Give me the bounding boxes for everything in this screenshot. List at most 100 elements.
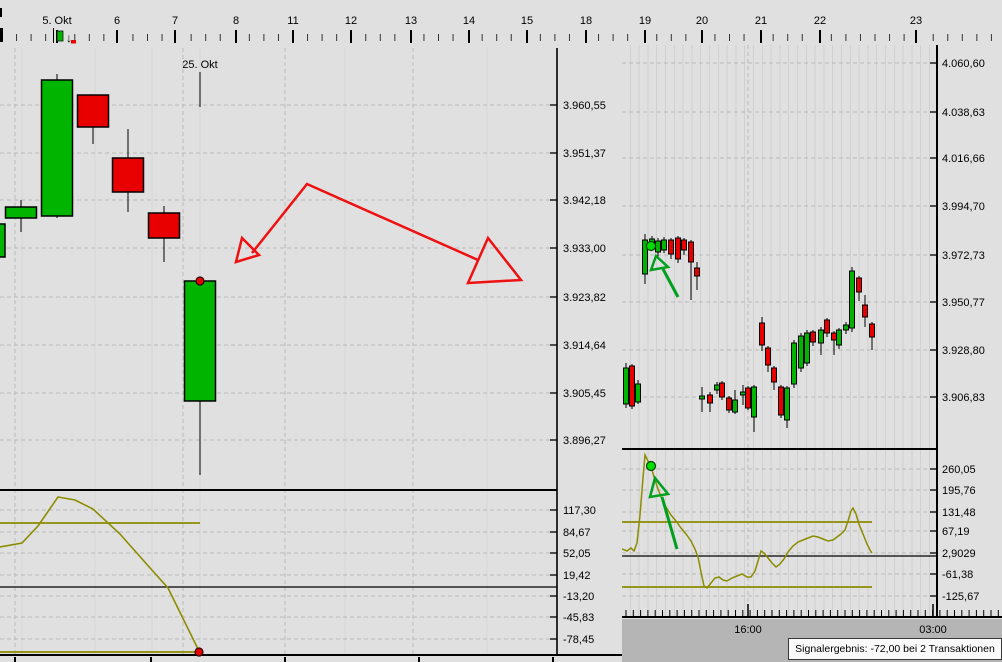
- top-axis-label: 7: [172, 15, 178, 27]
- arrowhead-annotation[interactable]: [234, 235, 262, 264]
- price-axis-label: 3.942,18: [563, 195, 606, 207]
- candle-down: [831, 332, 837, 341]
- candle-down: [856, 277, 862, 293]
- top-axis-label: 23: [910, 15, 922, 27]
- candle-down: [810, 331, 816, 343]
- price-axis-label: 3.933,00: [563, 243, 606, 255]
- equity-indicator-line: [622, 452, 873, 590]
- candle-up: [843, 324, 849, 331]
- price-axis-label: -125,67: [942, 591, 979, 603]
- candle-down: [759, 322, 765, 346]
- candle-up: [798, 335, 804, 369]
- price-axis-label: 131,48: [942, 507, 976, 519]
- time-label-1600: 16:00: [734, 624, 762, 636]
- triangle-annotation[interactable]: [466, 235, 524, 285]
- top-axis-label: 18: [580, 15, 592, 27]
- price-axis-label: 3.906,83: [942, 392, 985, 404]
- candle-up: [791, 342, 797, 385]
- top-axis-label: 22: [814, 15, 826, 27]
- candle-down: [707, 394, 713, 404]
- candle-down: [76, 94, 110, 128]
- candle-down: [719, 382, 725, 398]
- price-axis-label: 260,05: [942, 464, 976, 476]
- candle-down: [675, 237, 681, 260]
- candle-down: [765, 347, 771, 366]
- candle-down: [824, 319, 830, 334]
- price-axis-label: 2,9029: [942, 548, 976, 560]
- candle-up: [836, 329, 842, 346]
- candle-down: [862, 304, 868, 318]
- price-axis-label: -61,38: [942, 569, 973, 581]
- time-label-0300: 03:00: [919, 624, 947, 636]
- sell-signal-marker[interactable]: [194, 647, 204, 657]
- price-axis-label: 3.972,73: [942, 250, 985, 262]
- candle-down: [694, 267, 700, 277]
- candle-up: [655, 240, 661, 253]
- buy-arrow-annotation[interactable]: [661, 268, 680, 298]
- candle-up: [740, 391, 746, 396]
- down-arrow-icon: ↓: [66, 31, 72, 45]
- buy-signal-marker[interactable]: [645, 240, 657, 252]
- price-axis-label: 3.923,82: [563, 292, 606, 304]
- candle-down: [778, 386, 784, 416]
- intraday-chart-window[interactable]: 4.060,60 4.038,63 4.016,66 3.994,70 3.972,73…: [622, 45, 1002, 662]
- top-axis-label: 5. Okt: [42, 15, 71, 27]
- candle-up: [4, 206, 38, 219]
- intraday-chart-canvas[interactable]: 4.060,60 4.038,63 4.016,66 3.994,70 3.972,73…: [622, 45, 1002, 662]
- signal-result-status: Signalergebnis: -72,00 bei 2 Transaktion…: [788, 638, 1002, 660]
- candle-up-partial: [0, 223, 6, 258]
- candle-up: [635, 383, 641, 403]
- signal-dash-icon: [71, 40, 76, 44]
- candle-up: [661, 239, 667, 251]
- price-axis-label: 3.950,77: [942, 297, 985, 309]
- equity-indicator-line: [0, 496, 200, 652]
- candle-down: [771, 367, 777, 383]
- signal-candle-icon: [56, 30, 64, 42]
- candle-down: [681, 239, 687, 251]
- candle-down: [688, 241, 694, 263]
- price-axis-label: 3.905,45: [563, 388, 606, 400]
- buy-arrow-annotation[interactable]: [660, 496, 679, 550]
- top-axis-label: 15: [521, 15, 533, 27]
- candle-down: [668, 239, 674, 255]
- candle-up: [732, 399, 738, 413]
- candle-up: [642, 239, 648, 275]
- sell-signal-marker[interactable]: [195, 276, 205, 286]
- trend-arrow-annotation[interactable]: [251, 182, 479, 262]
- axis-edge-mark: [0, 28, 3, 42]
- buy-arrowhead-annotation[interactable]: [649, 253, 671, 272]
- candle-up: [40, 79, 74, 217]
- price-axis-label: 3.928,80: [942, 345, 985, 357]
- candle-up: [714, 384, 720, 391]
- candle-up: [784, 387, 790, 421]
- buy-signal-marker[interactable]: [645, 460, 657, 472]
- candle-up: [818, 329, 824, 344]
- price-axis-label: 4.016,66: [942, 153, 985, 165]
- top-axis-label: 19: [639, 15, 651, 27]
- price-axis-label: 52,05: [563, 548, 591, 560]
- price-axis-label: 3.951,37: [563, 148, 606, 160]
- price-axis-label: 84,67: [563, 527, 591, 539]
- top-axis-label: 13: [405, 15, 417, 27]
- top-axis-label: 8: [233, 15, 239, 27]
- price-axis-label: -78,45: [563, 634, 594, 646]
- candle-down: [869, 323, 875, 338]
- candle-down: [629, 365, 635, 407]
- price-axis-label: -45,83: [563, 612, 594, 624]
- price-axis-label: 3.994,70: [942, 201, 985, 213]
- candle-up: [623, 367, 629, 405]
- candle-down: [147, 212, 181, 239]
- axis-edge-mark: [0, 8, 2, 17]
- top-axis-label: 21: [755, 15, 767, 27]
- candle-down: [745, 387, 751, 409]
- price-axis-label: 4.060,60: [942, 58, 985, 70]
- price-axis-label: 3.960,55: [563, 100, 606, 112]
- candle-up: [751, 386, 757, 418]
- price-axis-label: -13,20: [563, 591, 594, 603]
- buy-arrowhead-annotation[interactable]: [648, 475, 671, 499]
- top-axis-label: 14: [463, 15, 475, 27]
- candle-up: [699, 395, 705, 400]
- candle-down: [726, 397, 732, 411]
